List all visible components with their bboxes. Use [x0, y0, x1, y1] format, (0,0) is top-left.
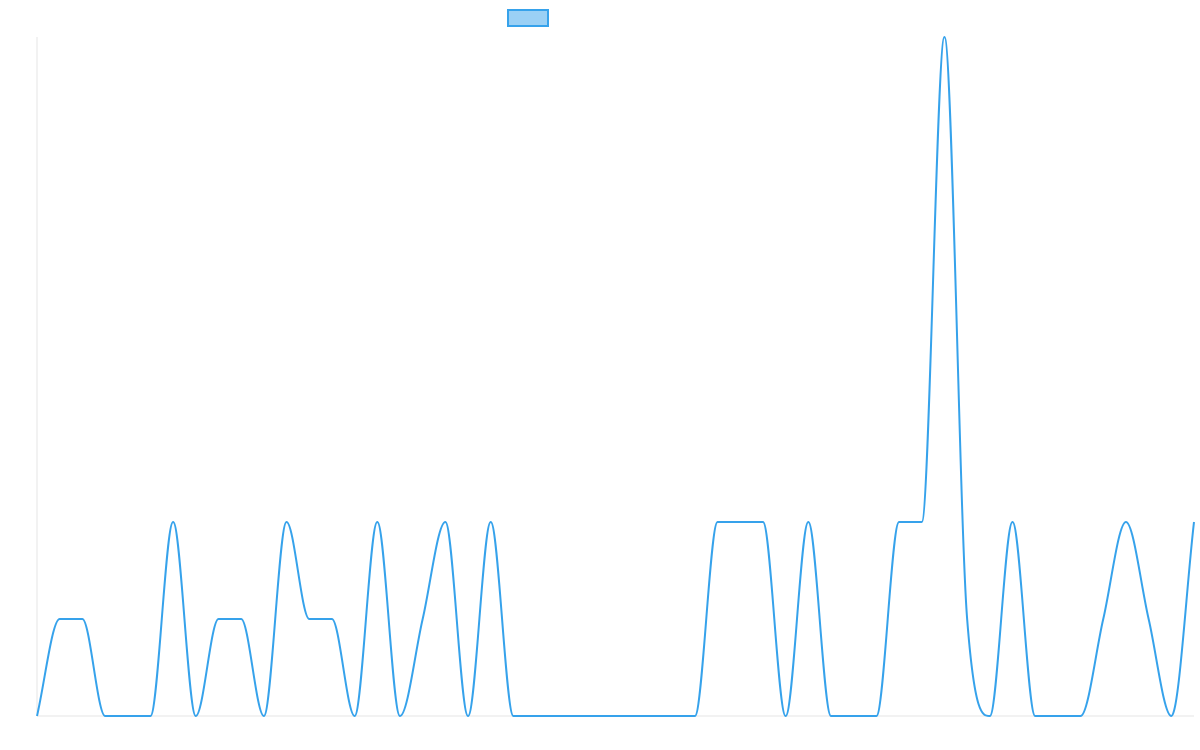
data-point[interactable] — [329, 616, 335, 622]
data-point[interactable] — [601, 713, 607, 719]
data-point[interactable] — [896, 519, 902, 525]
data-point[interactable] — [873, 713, 879, 719]
data-point[interactable] — [987, 713, 993, 719]
data-point[interactable] — [147, 713, 153, 719]
data-point[interactable] — [1123, 519, 1129, 525]
data-point[interactable] — [624, 713, 630, 719]
data-point[interactable] — [533, 713, 539, 719]
data-point[interactable] — [352, 713, 358, 719]
data-point[interactable] — [284, 519, 290, 525]
data-point[interactable] — [851, 713, 857, 719]
data-point[interactable] — [34, 713, 40, 719]
data-point[interactable] — [306, 616, 312, 622]
data-point[interactable] — [465, 713, 471, 719]
data-point[interactable] — [442, 519, 448, 525]
data-point[interactable] — [556, 713, 562, 719]
data-point[interactable] — [1078, 713, 1084, 719]
data-point[interactable] — [57, 616, 63, 622]
data-point[interactable] — [760, 519, 766, 525]
data-point[interactable] — [238, 616, 244, 622]
legend — [507, 9, 549, 27]
data-point[interactable] — [715, 519, 721, 525]
data-point[interactable] — [420, 616, 426, 622]
data-point[interactable] — [941, 34, 947, 40]
data-point[interactable] — [79, 616, 85, 622]
data-point[interactable] — [578, 713, 584, 719]
data-point[interactable] — [1168, 713, 1174, 719]
data-point[interactable] — [125, 713, 131, 719]
series-line — [36, 36, 1195, 717]
data-point[interactable] — [737, 519, 743, 525]
data-point[interactable] — [215, 616, 221, 622]
data-point[interactable] — [783, 713, 789, 719]
data-point[interactable] — [1191, 519, 1197, 525]
data-point[interactable] — [1100, 616, 1106, 622]
data-point[interactable] — [1055, 713, 1061, 719]
data-point[interactable] — [919, 519, 925, 525]
data-point[interactable] — [1032, 713, 1038, 719]
data-point[interactable] — [647, 713, 653, 719]
data-point[interactable] — [374, 519, 380, 525]
data-point[interactable] — [488, 519, 494, 525]
data-point[interactable] — [170, 519, 176, 525]
data-point[interactable] — [261, 713, 267, 719]
data-point[interactable] — [1146, 616, 1152, 622]
data-point[interactable] — [828, 713, 834, 719]
data-point[interactable] — [692, 713, 698, 719]
data-point[interactable] — [397, 713, 403, 719]
plot-area — [34, 34, 1197, 719]
legend-swatch[interactable] — [507, 9, 549, 27]
data-point[interactable] — [964, 616, 970, 622]
data-point[interactable] — [805, 519, 811, 525]
data-point[interactable] — [102, 713, 108, 719]
data-point[interactable] — [1010, 519, 1016, 525]
data-point[interactable] — [193, 713, 199, 719]
axes — [36, 37, 1194, 717]
data-point[interactable] — [669, 713, 675, 719]
data-point[interactable] — [510, 713, 516, 719]
